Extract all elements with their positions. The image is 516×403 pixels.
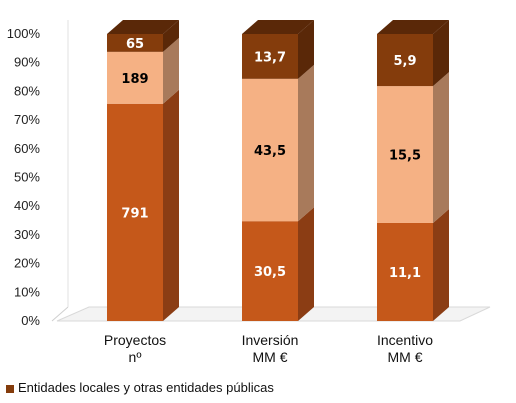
bar-segment-side (163, 20, 179, 52)
y-tick-label: 70% (14, 112, 40, 127)
bar-segment-side (298, 20, 314, 79)
bar-segment-front (242, 221, 298, 321)
bar-segment-front (242, 34, 298, 79)
bar-segment-side (163, 89, 179, 321)
category-label: Proyectos (104, 332, 166, 348)
category-label: nº (129, 349, 142, 365)
data-label: 189 (121, 72, 148, 87)
bar-segment-side (433, 72, 449, 223)
bar-segment-front (377, 86, 433, 223)
data-label: 65 (126, 37, 144, 52)
bar-top-face (107, 20, 179, 34)
category-label: Incentivo (377, 332, 433, 348)
bar-segment-front (107, 103, 163, 321)
data-label: 43,5 (254, 144, 286, 159)
bar-segment-front (242, 78, 298, 222)
bar-segment-side (433, 208, 449, 321)
y-tick-label: 10% (14, 284, 40, 299)
bar-segment-front (377, 222, 433, 321)
bar-segment-front (107, 51, 163, 104)
category-label: MM € (253, 349, 288, 365)
data-label: 11,1 (389, 266, 421, 281)
legend-swatch (6, 384, 14, 393)
y-tick-label: 30% (14, 227, 40, 242)
data-label: 30,5 (254, 265, 286, 280)
bar-segment-side (433, 20, 449, 87)
y-tick-label: 90% (14, 55, 40, 70)
legend-label: Entidades locales y otras entidades públ… (18, 380, 274, 395)
bar-segment-side (163, 37, 179, 104)
y-tick-label: 80% (14, 83, 40, 98)
bar-top-face (242, 20, 314, 34)
data-label: 791 (121, 206, 148, 221)
data-label: 15,5 (389, 149, 421, 164)
bar-segment-front (377, 34, 433, 87)
bar-segment-side (298, 64, 314, 222)
bar-segment-side (298, 207, 314, 321)
y-tick-label: 0% (21, 313, 40, 328)
category-label: Inversión (242, 332, 299, 348)
data-label: 13,7 (254, 50, 286, 65)
y-tick-label: 50% (14, 170, 40, 185)
y-tick-label: 100% (7, 26, 41, 41)
floor-edge (51, 306, 69, 322)
bar-segment-front (107, 34, 163, 52)
y-tick-label: 60% (14, 141, 40, 156)
y-tick-label: 20% (14, 256, 40, 271)
data-label: 5,9 (393, 54, 416, 69)
category-label: MM € (388, 349, 423, 365)
y-tick-label: 40% (14, 198, 40, 213)
legend: Entidades locales y otras entidades públ… (6, 380, 274, 395)
bar-top-face (377, 20, 449, 34)
